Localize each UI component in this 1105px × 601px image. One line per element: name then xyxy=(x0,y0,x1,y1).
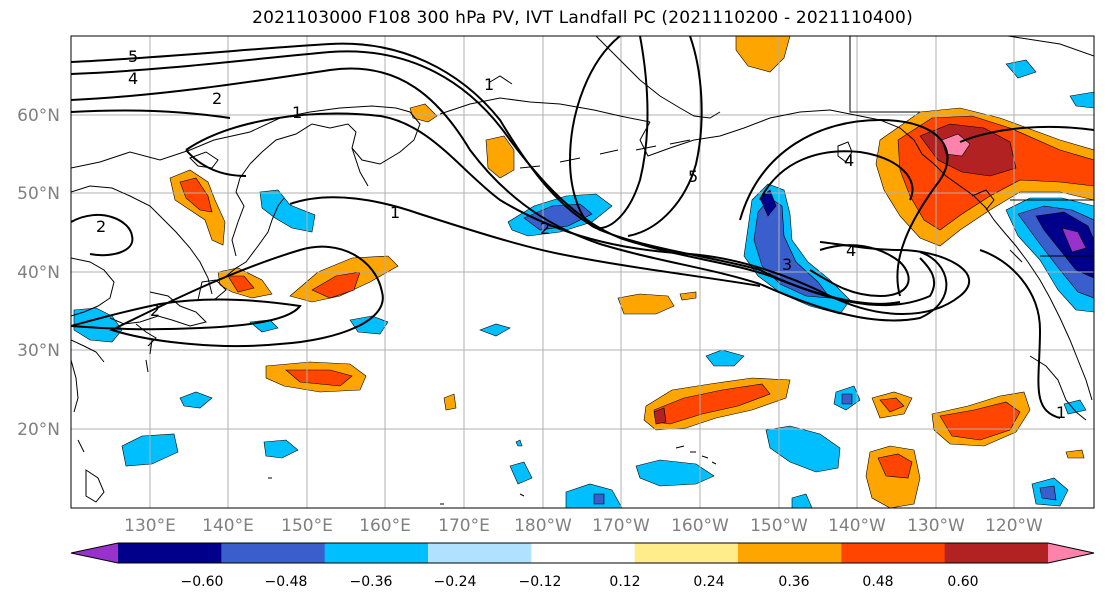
colorbar-extend-low xyxy=(71,543,118,563)
colorbar-segment xyxy=(738,543,842,563)
lat-label: 20°N xyxy=(17,420,60,440)
colorbar-tick-label: −0.60 xyxy=(181,574,224,590)
contour-label: 5 xyxy=(128,47,138,66)
colorbar-tick-label: −0.36 xyxy=(350,574,393,590)
lon-label: 180°W xyxy=(514,516,572,536)
lat-label: 30°N xyxy=(17,341,60,361)
colorbar-segment xyxy=(221,543,326,563)
colorbar-segment xyxy=(324,543,429,563)
pv-contours xyxy=(71,36,1094,419)
contour-label: 2 xyxy=(96,217,106,236)
lon-label: 160°W xyxy=(671,516,729,536)
lon-label: 120°W xyxy=(985,516,1043,536)
contour-label: 1 xyxy=(292,103,302,122)
lat-label: 60°N xyxy=(17,106,60,126)
lon-label: 150°E xyxy=(281,516,333,536)
lon-label: 140°E xyxy=(202,516,254,536)
contour-label: 4 xyxy=(128,69,138,88)
colorbar-tick-label: 0.24 xyxy=(693,574,724,590)
colorbar-tick-label: −0.12 xyxy=(519,574,562,590)
contour-label: 3 xyxy=(782,255,792,274)
lon-label: 170°E xyxy=(438,516,490,536)
lon-label: 130°E xyxy=(124,516,176,536)
colorbar-segment xyxy=(118,543,222,563)
colorbar-tick-label: 0.36 xyxy=(778,574,809,590)
colorbar-tick-labels: −0.60 −0.48 −0.36 −0.24 −0.12 0.12 0.24 … xyxy=(181,574,979,590)
lon-label: 160°E xyxy=(359,516,411,536)
contour-label: 2 xyxy=(540,219,550,238)
colorbar-segment xyxy=(428,543,532,563)
lon-label: 150°W xyxy=(750,516,808,536)
lat-label: 50°N xyxy=(17,184,60,204)
lon-label: 140°W xyxy=(828,516,886,536)
contour-label: 4 xyxy=(844,151,854,170)
longitude-labels: 130°E 140°E 150°E 160°E 170°E 180°W 170°… xyxy=(124,516,1043,536)
ivt-pc-shading xyxy=(73,36,1094,508)
map-panel: 5 4 2 1 1 2 2 2 3 4 4 5 1 1 xyxy=(71,36,1094,508)
coastlines xyxy=(71,36,1094,505)
colorbar-segment xyxy=(944,543,1049,563)
map-title: 2021103000 F108 300 hPa PV, IVT Landfall… xyxy=(252,8,913,28)
colorbar-tick-label: −0.24 xyxy=(434,574,477,590)
contour-label: 1 xyxy=(1056,403,1066,422)
map-frame xyxy=(70,35,1095,509)
colorbar-outline xyxy=(70,542,1095,564)
contour-label: 1 xyxy=(484,75,494,94)
latitude-labels: 60°N 50°N 40°N 30°N 20°N xyxy=(17,106,60,440)
contour-label: 2 xyxy=(212,89,222,108)
colorbar-tick-label: 0.48 xyxy=(862,574,893,590)
colorbar-segment xyxy=(531,543,636,563)
colorbar-extend-high xyxy=(1048,543,1094,563)
colorbar xyxy=(70,542,1095,564)
map-gridlines xyxy=(71,36,1094,508)
lat-label: 40°N xyxy=(17,263,60,283)
contour-label: 4 xyxy=(846,241,856,260)
colorbar-segment xyxy=(841,543,946,563)
colorbar-tick-label: −0.48 xyxy=(265,574,308,590)
lon-label: 130°W xyxy=(907,516,965,536)
lon-label: 170°W xyxy=(592,516,650,536)
contour-label: 2 xyxy=(150,301,160,320)
colorbar-tick-label: 0.12 xyxy=(609,574,640,590)
contour-label: 1 xyxy=(390,203,400,222)
pv-contour-labels: 5 4 2 1 1 2 2 2 3 4 4 5 1 1 xyxy=(96,47,1066,422)
colorbar-tick-label: 0.60 xyxy=(947,574,978,590)
colorbar-segment xyxy=(634,543,739,563)
contour-label: 5 xyxy=(688,167,698,186)
